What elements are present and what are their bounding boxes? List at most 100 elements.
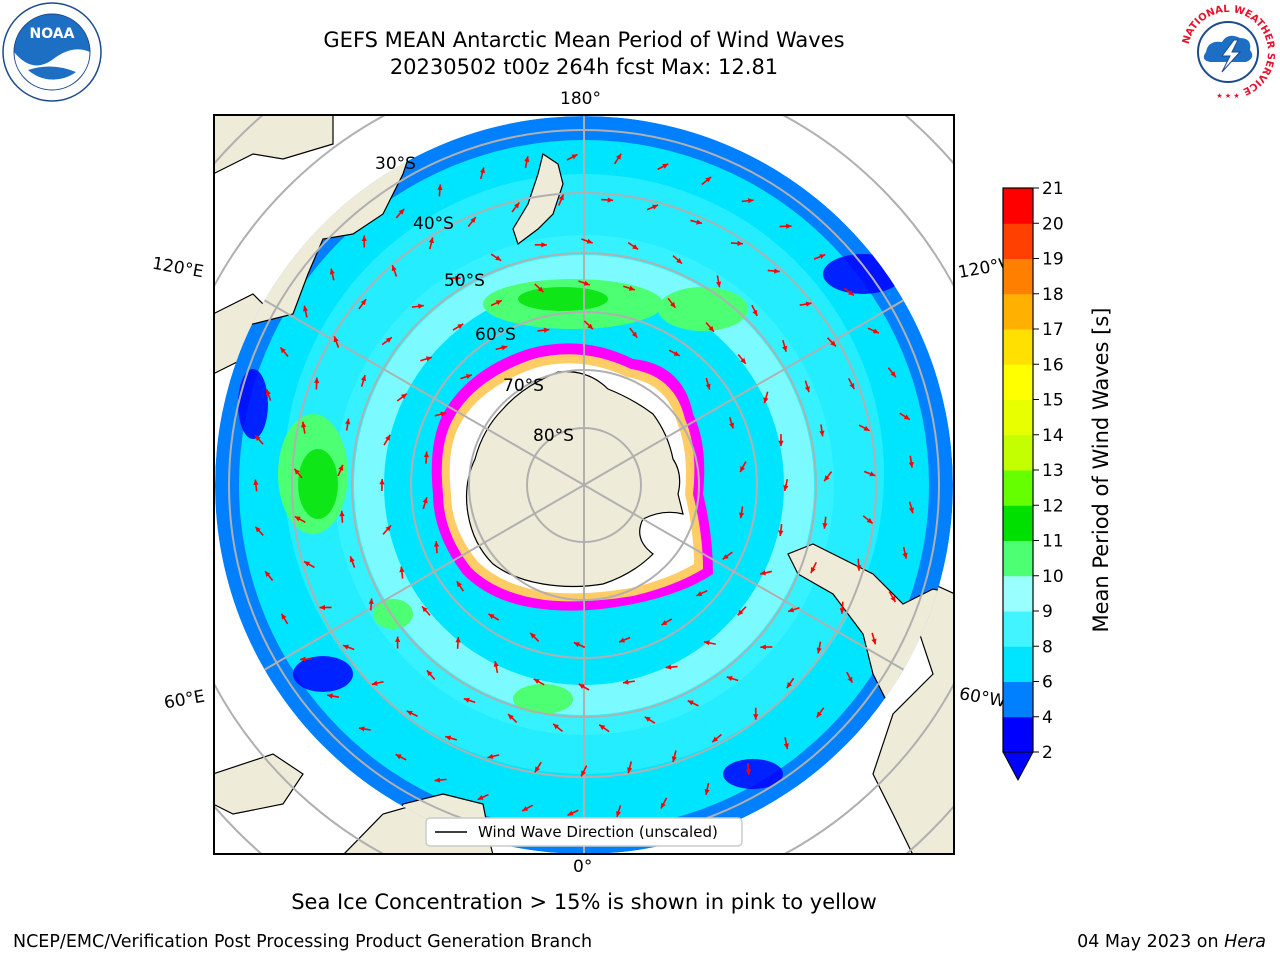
colorbar-swatch xyxy=(1003,364,1033,400)
wave-arrow xyxy=(345,418,351,431)
wave-arrow xyxy=(533,678,545,686)
wave-arrow xyxy=(445,735,457,741)
wave-arrow xyxy=(433,541,440,554)
wave-arrow xyxy=(395,753,407,761)
map-legend: Wind Wave Direction (unscaled) xyxy=(425,817,743,847)
wave-arrow xyxy=(826,337,837,347)
colorbar-swatch xyxy=(1003,434,1033,471)
map-subtitle: 20230502 t00z 264h fcst Max: 12.81 xyxy=(389,55,779,79)
wave-arrow xyxy=(787,606,800,613)
wave-arrow xyxy=(452,323,464,331)
wave-arrow xyxy=(368,598,374,611)
wave-arrow xyxy=(741,198,754,204)
wave-arrow xyxy=(657,163,669,171)
wave-arrow xyxy=(899,412,911,421)
colorbar-tick-label: 13 xyxy=(1042,461,1064,481)
colorbar-swatch xyxy=(1003,223,1033,259)
wave-arrow xyxy=(753,707,759,720)
wave-arrow xyxy=(856,558,862,571)
wave-arrow xyxy=(426,669,436,681)
wave-arrow xyxy=(265,389,272,401)
wave-arrow xyxy=(696,589,708,597)
wave-arrow xyxy=(668,349,681,357)
wave-arrow xyxy=(395,636,401,649)
wave-arrow xyxy=(537,327,550,333)
wave-arrow xyxy=(423,451,430,464)
wave-arrow xyxy=(264,570,274,581)
wave-arrow xyxy=(687,699,699,707)
svg-text:★ ★ ★: ★ ★ ★ xyxy=(1216,92,1239,100)
wave-arrow xyxy=(902,546,908,559)
wave-arrow xyxy=(383,434,391,446)
wave-arrow xyxy=(333,336,340,348)
wave-arrow xyxy=(613,153,622,165)
wave-arrow xyxy=(534,283,545,293)
wave-arrow xyxy=(326,693,340,699)
wave-arrow xyxy=(434,411,447,417)
lon-label-60e: 60°E xyxy=(162,686,207,714)
wave-arrow xyxy=(822,516,828,529)
wave-arrow xyxy=(858,424,870,432)
wave-arrow xyxy=(763,391,769,404)
wave-arrow xyxy=(726,675,739,682)
wave-arrow xyxy=(580,765,588,777)
svg-text:NOAA: NOAA xyxy=(30,26,75,42)
wave-arrow xyxy=(751,304,758,317)
wave-arrow xyxy=(360,374,366,387)
colorbar-tick-label: 10 xyxy=(1042,567,1064,587)
colorbar-swatch xyxy=(1003,540,1033,577)
wave-arrow xyxy=(428,237,434,250)
wave-arrow xyxy=(279,346,289,358)
wave-direction-arrows xyxy=(253,153,914,818)
wave-arrow xyxy=(846,671,854,684)
wave-arrow xyxy=(534,761,542,773)
wave-arrow xyxy=(690,219,703,225)
wave-arrow xyxy=(623,285,635,291)
wave-arrow xyxy=(863,470,876,477)
wave-arrow xyxy=(301,421,307,434)
lat-label-50s: 50°S xyxy=(444,271,485,291)
wave-arrow xyxy=(627,761,633,774)
colorbar-swatch xyxy=(1003,716,1033,753)
wave-arrow xyxy=(601,197,614,203)
wave-arrow xyxy=(361,235,367,248)
wave-arrow xyxy=(778,523,784,537)
colorbar-tick-label: 11 xyxy=(1042,532,1064,552)
wave-arrow xyxy=(867,327,880,334)
wave-arrow xyxy=(578,280,591,286)
wave-arrow xyxy=(728,416,735,429)
colorbar-swatch xyxy=(1003,188,1033,224)
wave-arrow xyxy=(254,526,264,537)
wave-arrow xyxy=(463,697,476,704)
wave-arrow xyxy=(888,591,897,603)
colorbar-tick-label: 12 xyxy=(1042,496,1064,516)
colorbar-swatch xyxy=(1003,258,1033,295)
colorbar-tick-label: 9 xyxy=(1042,602,1053,622)
lat-label-70s: 70°S xyxy=(503,376,544,396)
wave-arrow xyxy=(711,733,722,743)
wave-arrow xyxy=(529,632,540,642)
wave-arrow xyxy=(705,322,715,333)
colorbar-label: Mean Period of Wind Waves [s] xyxy=(1089,308,1113,633)
wave-arrow xyxy=(406,710,418,717)
wave-arrow xyxy=(524,156,530,169)
wave-arrow xyxy=(760,644,773,650)
wave-arrow xyxy=(493,660,499,674)
wave-arrow xyxy=(395,208,405,219)
wave-arrow xyxy=(456,580,465,592)
wave-arrow xyxy=(495,345,508,351)
wave-arrow xyxy=(598,724,610,733)
wave-arrow xyxy=(477,793,489,801)
wave-arrow xyxy=(862,515,874,524)
wave-arrow xyxy=(437,184,443,197)
wave-arrow xyxy=(622,679,635,685)
map-title: GEFS MEAN Antarctic Mean Period of Wind … xyxy=(323,28,845,52)
wave-arrow xyxy=(399,566,405,579)
wave-arrow xyxy=(488,613,500,621)
wave-arrow xyxy=(479,167,485,180)
wave-arrow xyxy=(737,353,747,365)
noaa-logo: NOAA xyxy=(2,2,102,102)
wave-arrow xyxy=(703,640,716,646)
lon-label-180: 180° xyxy=(560,89,601,109)
wave-arrow xyxy=(434,777,447,783)
